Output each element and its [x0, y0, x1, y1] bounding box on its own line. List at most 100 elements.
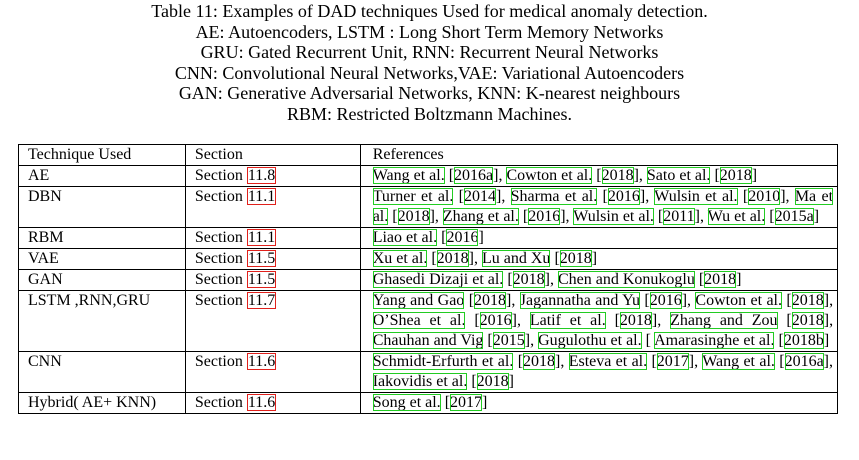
section-cell: Section 11.6: [184, 392, 361, 414]
section-link[interactable]: 11.5: [246, 271, 277, 288]
references-cell: Song et al. [2017]: [359, 392, 839, 414]
section-link[interactable]: 11.1: [246, 229, 277, 246]
citation-year-link[interactable]: 2016a: [784, 353, 824, 370]
citation-year-link[interactable]: 2018: [474, 292, 507, 309]
header-technique: Technique Used: [18, 144, 186, 166]
citation-author-link[interactable]: Lu and Xu: [482, 250, 551, 267]
references-cell: Wang et al. [2016a], Cowton et al. [2018…: [359, 165, 839, 187]
citation-year-link[interactable]: 2018: [397, 208, 430, 225]
citation-author-link[interactable]: Esteva et al.: [568, 353, 648, 370]
citation-author-link[interactable]: Cowton et al.: [506, 167, 593, 184]
citation-author-link[interactable]: Turner et al.: [372, 188, 454, 205]
section-link[interactable]: 11.7: [246, 292, 277, 309]
citation-author-link[interactable]: Wulsin et al.: [654, 188, 738, 205]
citation-author-link[interactable]: Ma et al.: [372, 188, 834, 225]
citation-year-link[interactable]: 2017: [450, 394, 483, 411]
citation-author-link[interactable]: Liao et al.: [372, 229, 438, 246]
section-cell: Section 11.1: [184, 227, 361, 249]
section-prefix: Section: [194, 394, 247, 411]
section-link[interactable]: 11.1: [246, 188, 277, 205]
caption-line: GAN: Generative Adversarial Networks, KN…: [178, 83, 681, 104]
citation-year-link[interactable]: 2017: [656, 353, 689, 370]
section-link[interactable]: 11.5: [246, 250, 277, 267]
citation-author-link[interactable]: Schmidt-Erfurth et al.: [372, 353, 514, 370]
citation-year-link[interactable]: 2018: [523, 353, 556, 370]
citation-year-link[interactable]: 2011: [663, 208, 695, 225]
technique-cell: AE: [18, 165, 186, 187]
citation-author-link[interactable]: Chauhan and Vig: [372, 332, 484, 349]
citation-author-link[interactable]: Song et al.: [372, 394, 441, 411]
citation-year-link[interactable]: 2015a: [774, 208, 814, 225]
section-prefix: Section: [194, 353, 247, 370]
citation-author-link[interactable]: Chen and Konukoglu: [557, 271, 695, 288]
citation-year-link[interactable]: 2018: [704, 271, 737, 288]
citation-year-link[interactable]: 2018: [601, 167, 634, 184]
citation-year-link[interactable]: 2018: [791, 292, 824, 309]
citation-year-link[interactable]: 2016: [479, 312, 512, 329]
section-link[interactable]: 11.6: [246, 394, 277, 411]
citation-author-link[interactable]: Zhang et al.: [442, 208, 519, 225]
technique-cell: VAE: [18, 248, 186, 270]
citation-author-link[interactable]: Sharma et al.: [510, 188, 598, 205]
citation-year-link[interactable]: 2015: [492, 332, 525, 349]
citation-year-link[interactable]: 2010: [748, 188, 781, 205]
citation-author-link[interactable]: Wang et al.: [372, 167, 445, 184]
citation-author-link[interactable]: Zhang and Zou: [670, 312, 778, 329]
section-cell: Section 11.5: [184, 248, 361, 270]
citation-author-link[interactable]: Xu et al.: [372, 250, 428, 267]
technique-cell: RBM: [18, 227, 186, 249]
table-header-row: Technique Used Section References: [18, 144, 839, 166]
table-row: GAN Section 11.5 Ghasedi Dizaji et al. [20…: [18, 269, 839, 291]
section-cell: Section 11.6: [184, 351, 361, 393]
section-cell: Section 11.5: [184, 269, 361, 291]
citation-year-link[interactable]: 2018: [619, 312, 652, 329]
references-cell: Schmidt-Erfurth et al. [2018], Esteva et…: [359, 351, 839, 393]
citation-year-link[interactable]: 2018: [791, 312, 824, 329]
section-prefix: Section: [194, 292, 247, 309]
citation-year-link[interactable]: 2014: [464, 188, 497, 205]
citation-author-link[interactable]: Wu et al.: [707, 208, 766, 225]
citation-author-link[interactable]: Jagannatha and Yu: [519, 292, 640, 309]
section-prefix: Section: [194, 188, 247, 205]
citation-year-link[interactable]: 2018: [436, 250, 469, 267]
citation-year-link[interactable]: 2018: [559, 250, 592, 267]
citation-year-link[interactable]: 2018: [512, 271, 545, 288]
citation-author-link[interactable]: Ghasedi Dizaji et al.: [372, 271, 504, 288]
citation-year-link[interactable]: 2018: [719, 167, 752, 184]
table-row: LSTM ,RNN,GRU Section 11.7 Yang and Gao [2…: [18, 290, 839, 352]
dad-techniques-table: Technique Used Section References AE Sect…: [18, 144, 839, 414]
section-link[interactable]: 11.8: [246, 167, 277, 184]
citation-author-link[interactable]: Gugulothu et al.: [538, 332, 642, 349]
technique-cell: CNN: [18, 351, 186, 393]
references-cell: Xu et al. [2018], Lu and Xu [2018]: [359, 248, 839, 270]
citation-year-link[interactable]: 2016: [649, 292, 682, 309]
citation-author-link[interactable]: Iakovidis et al.: [372, 373, 468, 390]
citation-author-link[interactable]: Wulsin et al.: [573, 208, 654, 225]
citation-author-link[interactable]: Amarasinghe et al.: [654, 332, 775, 349]
citation-year-link[interactable]: 2018: [476, 373, 509, 390]
citation-year-link[interactable]: 2018b: [783, 332, 824, 349]
section-prefix: Section: [194, 167, 247, 184]
section-prefix: Section: [194, 250, 247, 267]
technique-cell: GAN: [18, 269, 186, 291]
table-row: CNN Section 11.6 Schmidt-Erfurth et al. [2…: [18, 351, 839, 393]
caption-line: GRU: Gated Recurrent Unit, RNN: Recurren…: [200, 42, 659, 63]
citation-year-link[interactable]: 2016: [446, 229, 479, 246]
citation-author-link[interactable]: Latif et al.: [529, 312, 606, 329]
table-row: DBN Section 11.1 Turner et al. [2014], Sha…: [18, 186, 839, 228]
technique-cell: DBN: [18, 186, 186, 228]
citation-author-link[interactable]: Sato et al.: [646, 167, 711, 184]
caption-line: RBM: Restricted Boltzmann Machines.: [287, 103, 572, 124]
caption-title: Table 11: Examples of DAD techniques Use…: [151, 1, 708, 21]
citation-author-link[interactable]: Cowton et al.: [695, 292, 782, 309]
citation-author-link[interactable]: Yang and Gao: [372, 292, 465, 309]
citation-author-link[interactable]: Wang et al.: [702, 353, 775, 370]
citation-year-link[interactable]: 2016: [528, 208, 561, 225]
citation-author-link[interactable]: O’Shea et al.: [372, 312, 466, 329]
section-cell: Section 11.8: [184, 165, 361, 187]
citation-year-link[interactable]: 2016: [607, 188, 640, 205]
section-link[interactable]: 11.6: [246, 353, 277, 370]
table-row: Hybrid( AE+ KNN) Section 11.6 Song et al. …: [18, 392, 839, 414]
header-references: References: [359, 144, 839, 166]
citation-year-link[interactable]: 2016a: [454, 167, 494, 184]
